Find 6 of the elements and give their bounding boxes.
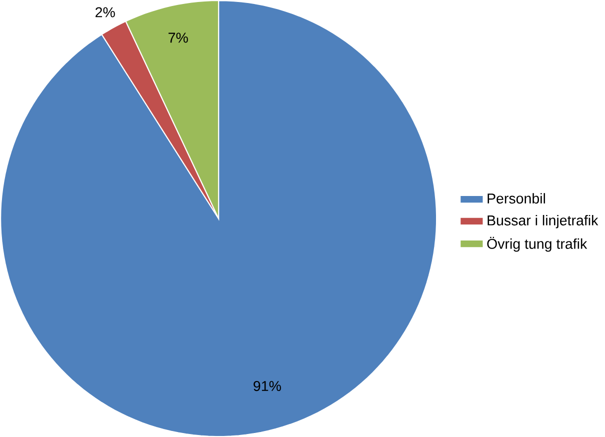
slice-label: Personbil [488, 193, 545, 204]
data-label: 2% [96, 7, 115, 18]
data-label: 91% [254, 380, 281, 392]
data-label: 7% [168, 32, 188, 43]
legend-label: Bussar i linjetrafik [488, 214, 598, 228]
legend-label: Övrig tung trafik [487, 236, 588, 252]
